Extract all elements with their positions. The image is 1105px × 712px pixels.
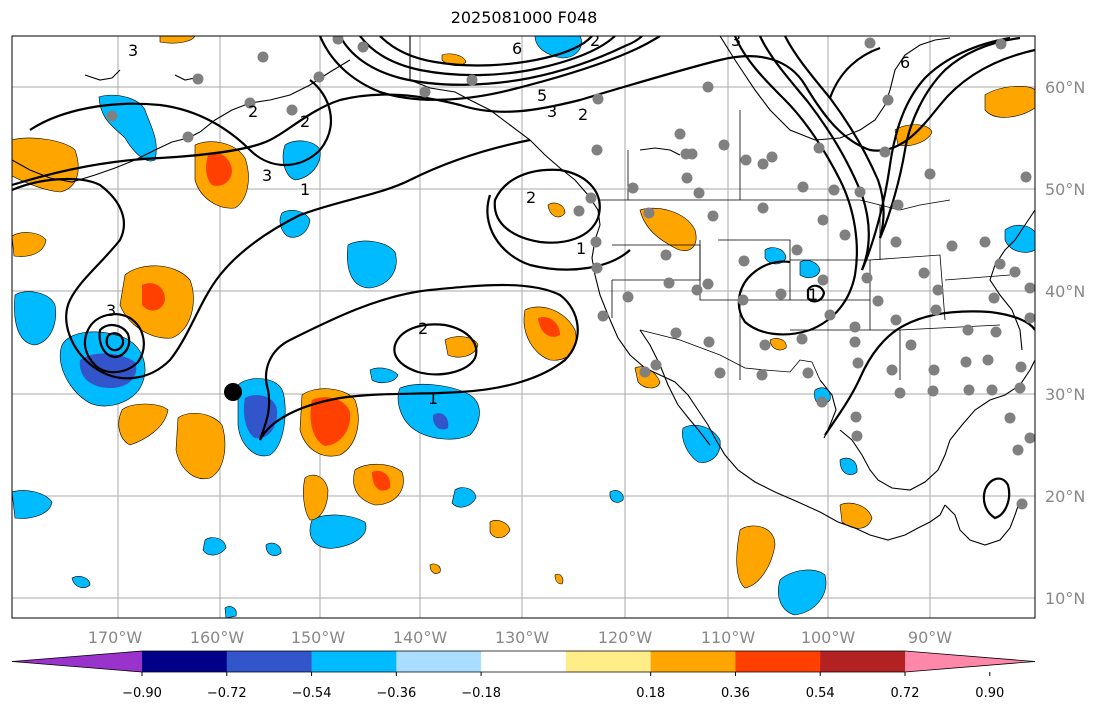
colorbar: −0.90 −0.72 −0.54 −0.36 −0.18 0.18 0.36 0.54 0.7…: [11, 650, 1036, 701]
lon-label: 120°W: [598, 628, 653, 647]
colorbar-tick-label: −0.18: [461, 686, 501, 701]
lat-label: 10°N: [1045, 589, 1085, 608]
lat-label: 50°N: [1045, 180, 1085, 199]
lat-label: 60°N: [1045, 78, 1085, 97]
contour-lines: [12, 36, 1035, 520]
contour-label: 3: [262, 166, 272, 185]
contour-label: 6: [512, 39, 522, 58]
contour-label: 1: [576, 239, 586, 258]
lon-label: 110°W: [701, 628, 756, 647]
colorbar-segment: [396, 651, 482, 672]
lon-label: 100°W: [801, 628, 856, 647]
lon-label: 150°W: [291, 628, 346, 647]
colorbar-segment: [481, 651, 567, 672]
colorbar-segment: [311, 651, 397, 672]
contour-label: 3: [731, 31, 741, 50]
colorbar-extend-max: [905, 651, 1035, 672]
colorbar-tick-label: −0.36: [376, 686, 416, 701]
colorbar-tick-label: 0.90: [975, 686, 1004, 701]
contour-label: 3: [547, 102, 557, 121]
colorbar-segment: [565, 651, 652, 672]
colorbar-segment: [226, 651, 313, 672]
contour-label: 2: [418, 319, 428, 338]
contour-label: 3: [106, 301, 116, 320]
colorbar-segment: [820, 651, 906, 672]
contour-label: 1: [808, 285, 818, 304]
colorbar-extend-min: [12, 651, 142, 672]
anomaly-shading: [12, 36, 1035, 618]
lon-label: 170°W: [88, 628, 143, 647]
colorbar-tick-label: 0.18: [636, 686, 665, 701]
lat-label: 30°N: [1045, 385, 1085, 404]
lat-label: 20°N: [1045, 487, 1085, 506]
lon-label: 130°W: [495, 628, 550, 647]
colorbar-segment: [735, 651, 821, 672]
contour-label: 2: [300, 112, 310, 131]
contour-label: 3: [128, 41, 138, 60]
contour-label: 2: [590, 31, 600, 50]
lon-label: 140°W: [393, 628, 448, 647]
colorbar-tick-label: −0.54: [292, 686, 332, 701]
colorbar-tick-label: 0.72: [891, 686, 920, 701]
lon-label: 160°W: [190, 628, 245, 647]
map-title: 2025081000 F048: [450, 8, 598, 27]
storm-marker: [224, 383, 242, 401]
contour-label: 2: [248, 102, 258, 121]
contour-label: 5: [537, 86, 547, 105]
contour-label: 2: [578, 105, 588, 124]
colorbar-segment: [650, 651, 736, 672]
latitude-axis: 60°N 50°N 40°N 30°N 20°N 10°N: [1045, 78, 1085, 608]
contour-label: 6: [900, 53, 910, 72]
colorbar-tick-label: −0.90: [122, 686, 162, 701]
colorbar-tick-label: −0.72: [207, 686, 247, 701]
colorbar-tick-label: 0.54: [806, 686, 835, 701]
contour-label-group: 3 2 1 3 1 2 2 1 3 2 1 6 5 3 2 2 3 6: [106, 31, 910, 408]
colorbar-segment: [142, 651, 228, 672]
map-frame: [11, 35, 1036, 619]
lon-label: 90°W: [908, 628, 952, 647]
contour-label: 2: [526, 188, 536, 207]
longitude-axis: 170°W 160°W 150°W 140°W 130°W 120°W 110°…: [88, 628, 952, 647]
lat-label: 40°N: [1045, 282, 1085, 301]
contour-label: 1: [428, 389, 438, 408]
contour-label: 1: [300, 180, 310, 199]
observation-stations: [106, 36, 1035, 510]
colorbar-tick-label: 0.36: [721, 686, 750, 701]
